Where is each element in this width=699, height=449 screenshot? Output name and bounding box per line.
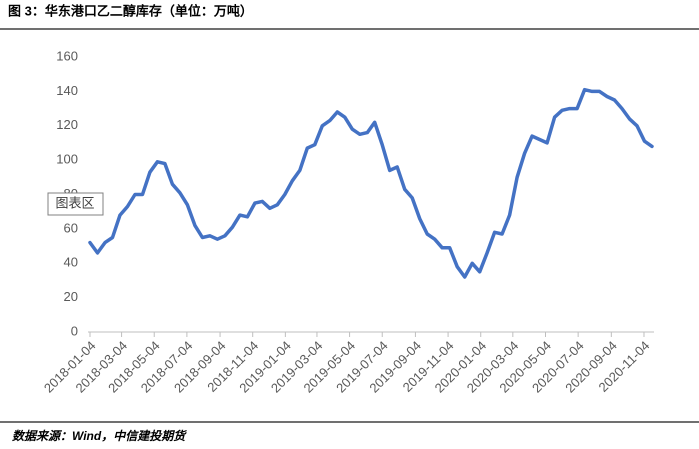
y-tick-label: 20: [64, 289, 78, 304]
y-tick-label: 100: [56, 152, 78, 167]
tooltip: 图表区: [55, 195, 94, 210]
source: 数据来源：Wind，中信建投期货: [12, 429, 187, 443]
chart-title: 图 3：华东港口乙二醇库存（单位：万吨）: [8, 3, 253, 18]
y-tick-label: 40: [64, 255, 78, 270]
y-tick-label: 60: [64, 220, 78, 235]
y-tick-label: 0: [71, 323, 78, 338]
y-tick-label: 120: [56, 117, 78, 132]
line: [88, 87, 654, 279]
tooltip-box: [47, 192, 104, 216]
y-tick-label: 160: [56, 48, 78, 63]
y-tick-label: 140: [56, 83, 78, 98]
